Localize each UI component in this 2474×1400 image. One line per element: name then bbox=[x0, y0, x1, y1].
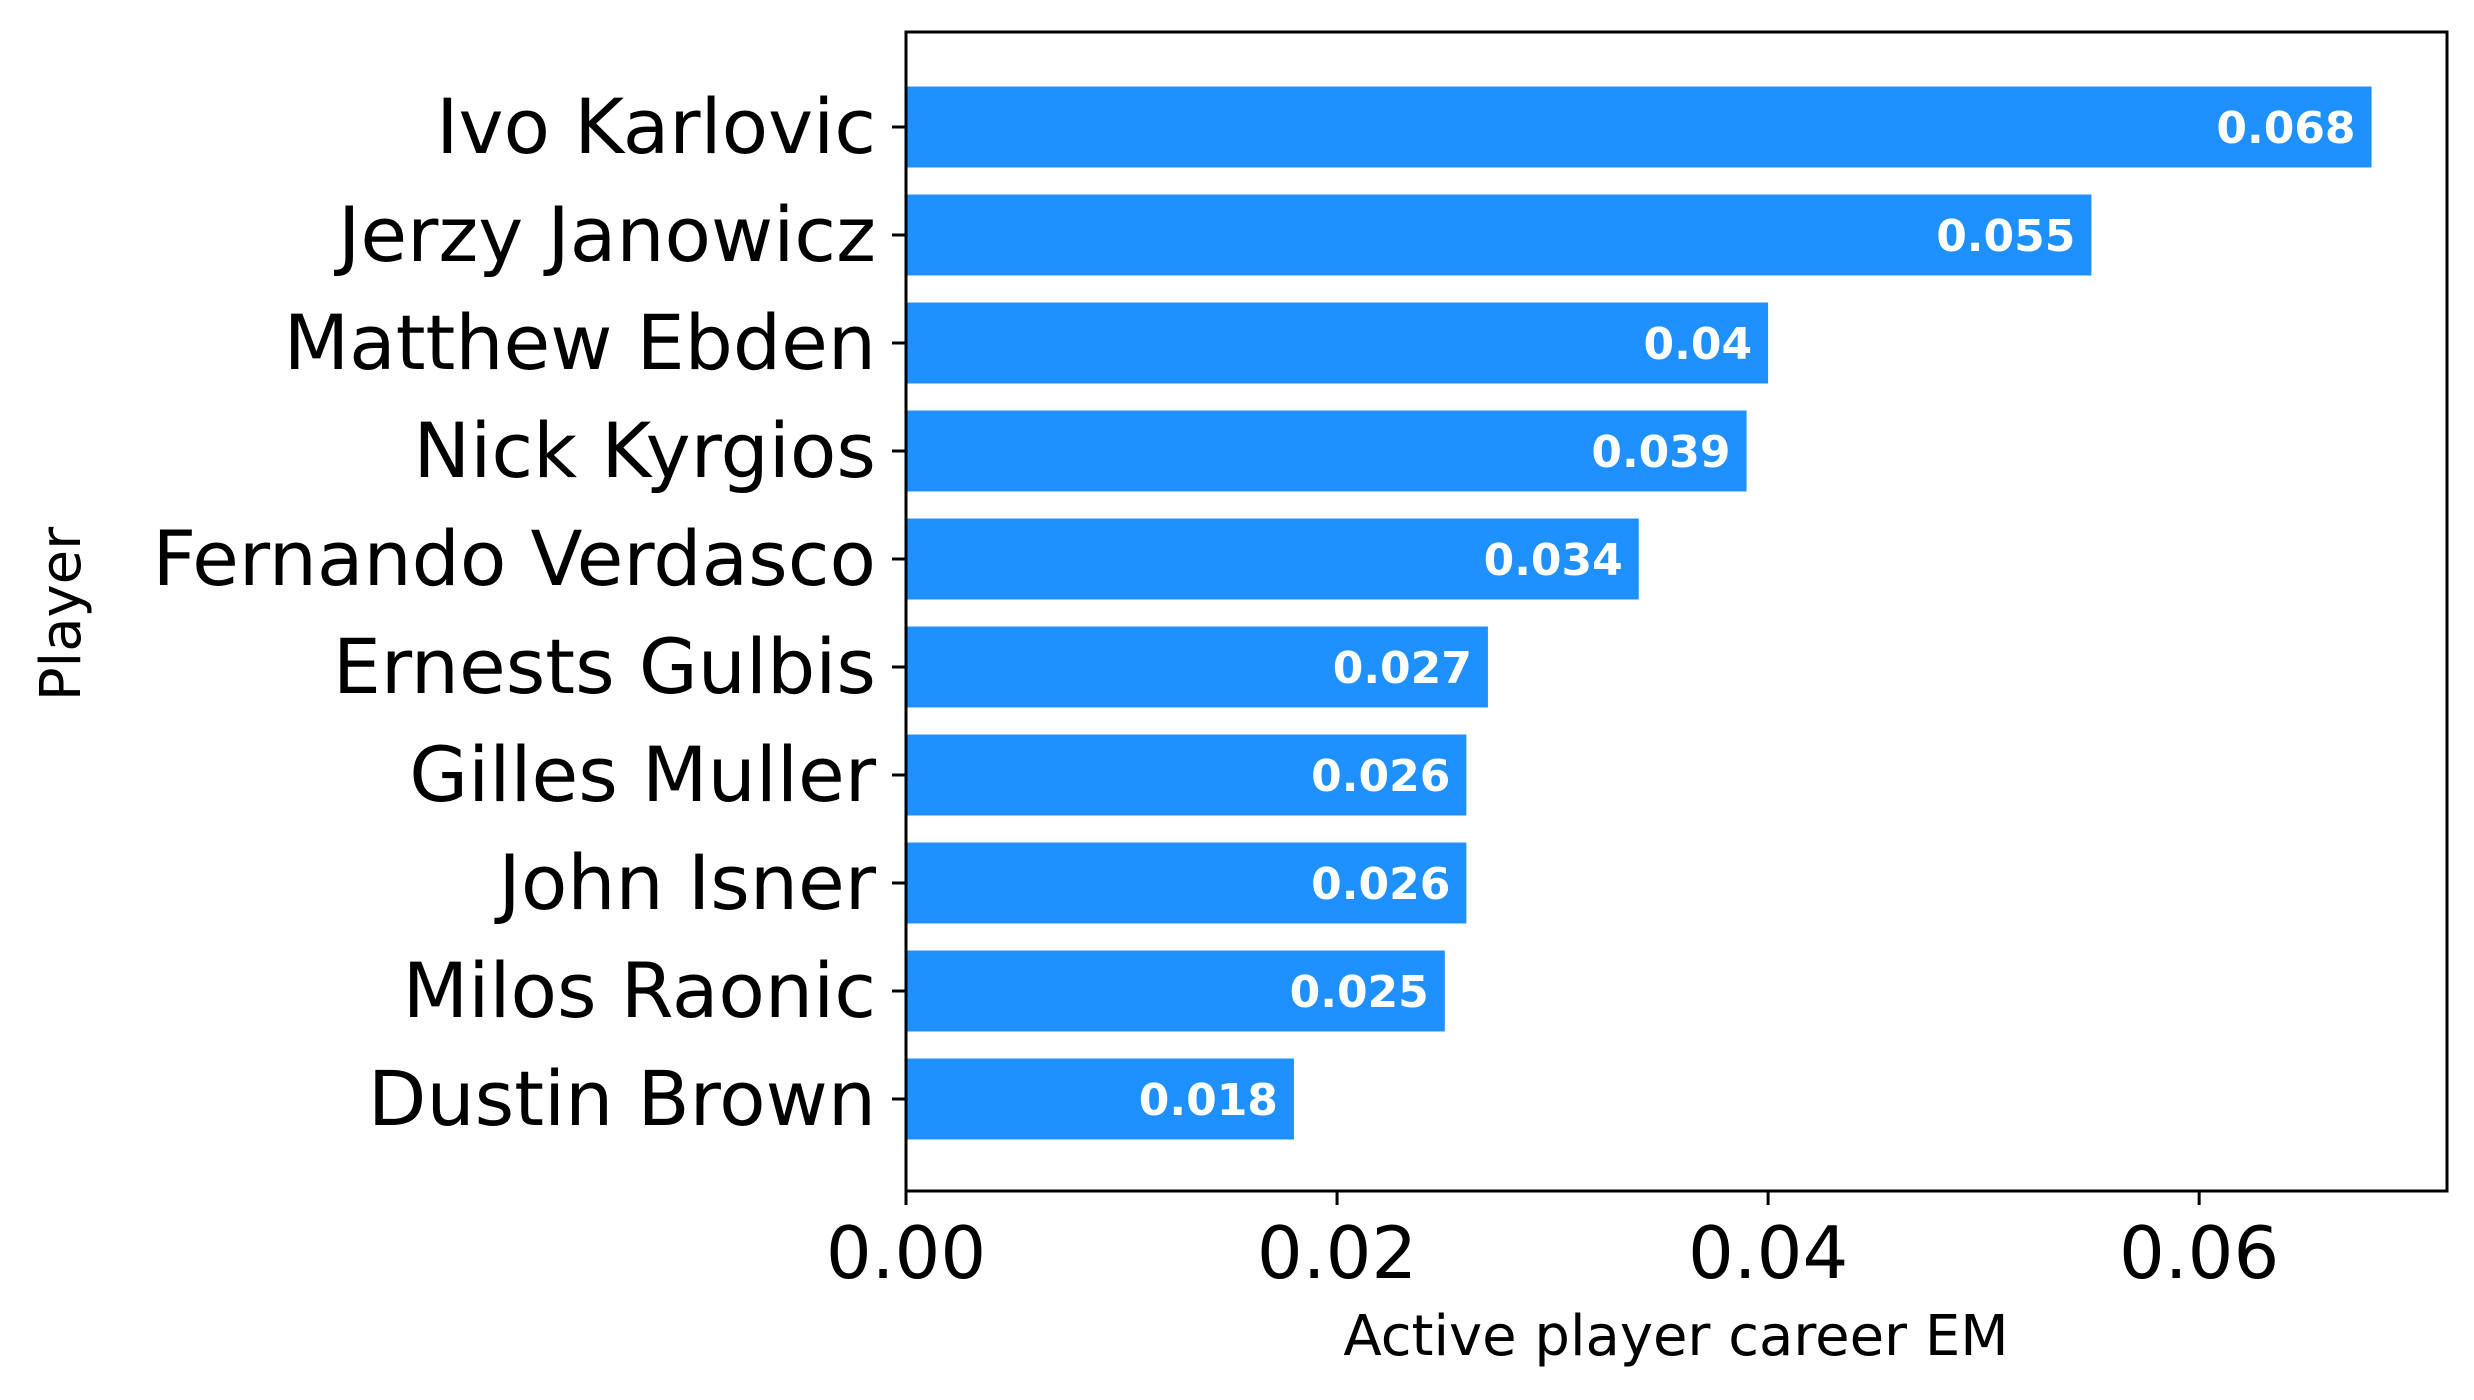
bar bbox=[906, 194, 2092, 276]
bar-value-label: 0.039 bbox=[1591, 427, 1730, 478]
x-tick-label: 0.00 bbox=[826, 1211, 986, 1295]
y-tick-label: John Isner bbox=[494, 838, 876, 927]
bar bbox=[906, 626, 1488, 708]
bar-value-label: 0.025 bbox=[1290, 967, 1429, 1018]
bar bbox=[906, 734, 1467, 816]
bar bbox=[906, 518, 1639, 600]
plot-frame bbox=[904, 30, 2449, 1193]
bar-value-label: 0.068 bbox=[2216, 103, 2355, 154]
x-axis-ticks: 0.00 0.02 0.04 0.06 bbox=[826, 1191, 2279, 1295]
bar-value-label: 0.04 bbox=[1644, 319, 1753, 370]
y-axis-ticks: Ivo Karlovic Jerzy Janowicz Matthew Ebden N… bbox=[153, 82, 906, 1143]
x-tick-label: 0.04 bbox=[1688, 1211, 1848, 1295]
y-tick-label: Jerzy Janowicz bbox=[334, 190, 876, 279]
y-tick-label: Matthew Ebden bbox=[284, 298, 876, 387]
bar-value-label: 0.034 bbox=[1484, 535, 1623, 586]
y-tick-label: Ivo Karlovic bbox=[436, 82, 876, 171]
bar bbox=[906, 302, 1769, 384]
bar bbox=[906, 950, 1445, 1032]
y-tick-label: Ernests Gulbis bbox=[333, 622, 876, 711]
bar-value-label: 0.026 bbox=[1311, 859, 1450, 910]
y-tick-label: Nick Kyrgios bbox=[413, 406, 876, 495]
y-tick-label: Milos Raonic bbox=[403, 946, 876, 1035]
y-tick-label: Gilles Muller bbox=[409, 730, 876, 819]
bar-value-label: 0.018 bbox=[1139, 1075, 1278, 1126]
bars-layer: 0.068 0.055 0.04 0.039 0.034 0.027 0.026 0.026 0… bbox=[906, 86, 2372, 1140]
y-axis-title: Player bbox=[29, 526, 94, 701]
bar bbox=[906, 410, 1747, 492]
bar bbox=[906, 1058, 1294, 1140]
x-axis-title: Active player career EM bbox=[1343, 1304, 2008, 1369]
bar-value-label: 0.027 bbox=[1333, 643, 1472, 694]
bar bbox=[906, 86, 2372, 168]
bar bbox=[906, 842, 1467, 924]
y-tick-label: Dustin Brown bbox=[368, 1054, 876, 1143]
y-tick-label: Fernando Verdasco bbox=[153, 514, 876, 603]
bar-value-label: 0.055 bbox=[1936, 211, 2075, 262]
bar-value-label: 0.026 bbox=[1311, 751, 1450, 802]
x-tick-label: 0.02 bbox=[1257, 1211, 1417, 1295]
x-tick-label: 0.06 bbox=[2119, 1211, 2279, 1295]
